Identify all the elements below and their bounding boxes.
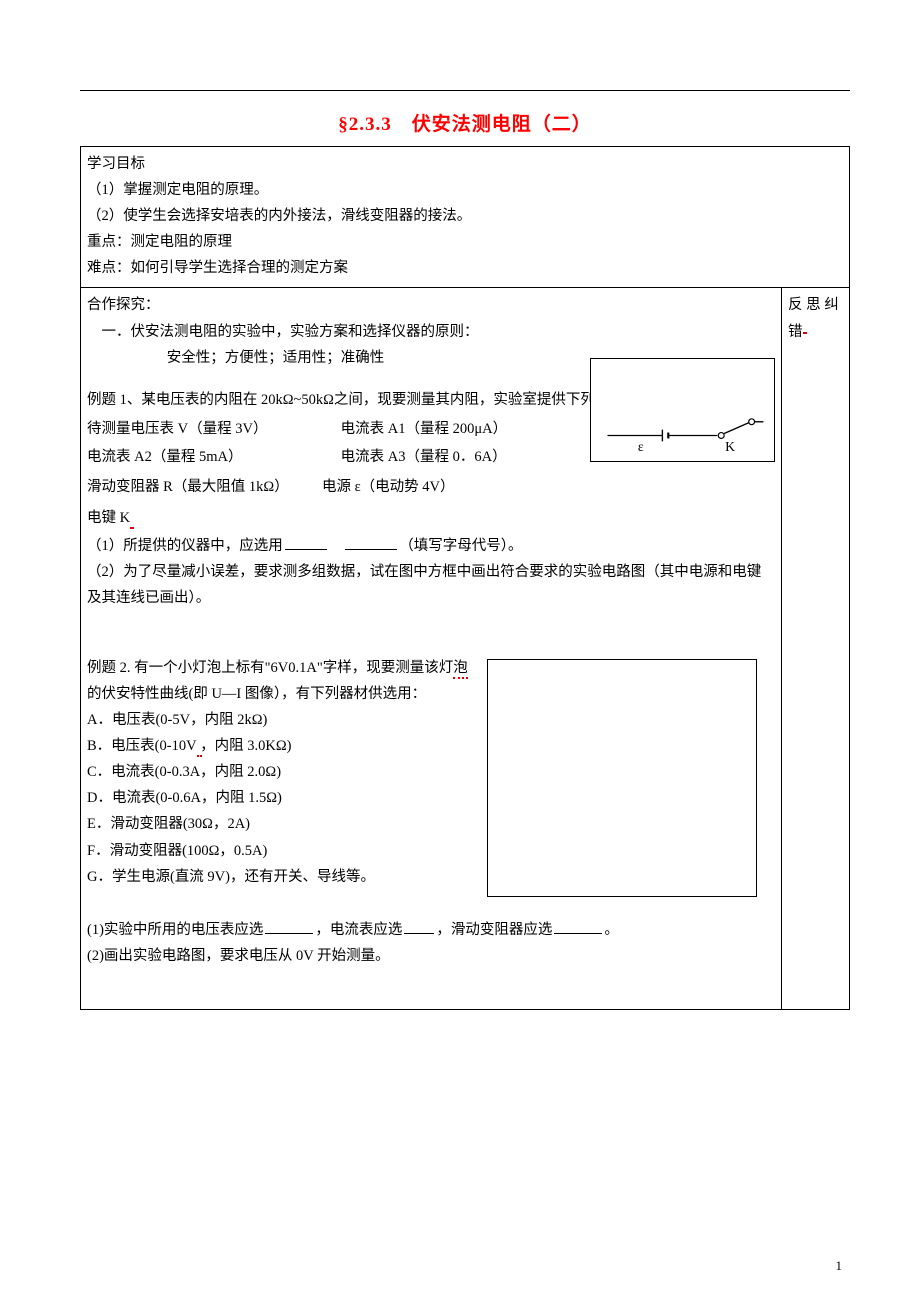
eps-label: ε [638, 440, 644, 455]
blank-5[interactable] [554, 919, 602, 934]
ex2-q1a: (1)实验中所用的电压表应选 [87, 922, 263, 938]
side-line2: 错 [788, 324, 803, 340]
side-cell: 反 思 纠 错 [782, 288, 850, 1010]
side-dot [803, 330, 807, 334]
ex1-row3: 滑动变阻器 R（最大阻值 1kΩ） 电源 ε（电动势 4V） [87, 472, 775, 504]
ex1-intro-c: 之间，现要测量其内阻，实验室提供下列可选 [334, 392, 624, 408]
ex2-q2: (2)画出实验电路图，要求电压从 0V 开始测量。 [87, 943, 775, 969]
ex2-q1b: ，电流表应选 [315, 922, 402, 938]
ex2-ia: 例题 2. 有一个小灯泡上标有"6V0.1A"字样，现要测量该灯 [87, 660, 453, 676]
empty-drawing-box [487, 659, 757, 897]
ex2-B2: ，内阻 3.0KΩ) [200, 738, 291, 754]
blank-4[interactable] [404, 919, 434, 934]
ex1-r3b: ） [274, 479, 289, 495]
blank-1[interactable] [285, 534, 327, 549]
ex2-q1c: ，滑动变阻器应选 [436, 922, 552, 938]
ex2-B1: B．电压表(0-10V [87, 738, 197, 754]
difficult: 难点：如何引导学生选择合理的测定方案 [87, 255, 843, 281]
circuit-diagram-box: ε K [590, 358, 775, 462]
ex1-r3c: 电源 ε（电动势 4V） [322, 479, 455, 495]
ex1-r2b: 电流表 A3（量程 0．6A） [341, 449, 507, 465]
ex1-intro-b: ~50k [294, 392, 324, 408]
goals-heading: 学习目标 [87, 151, 843, 177]
page-title: §2.3.3 伏安法测电阻（二） [80, 109, 850, 136]
ex1-r4: 电键 K [87, 510, 130, 526]
spacer-2 [87, 611, 775, 655]
dot-pao: 泡 [453, 660, 468, 679]
ex1-r1a: 待测量电压表 V（量程 3V） [87, 415, 337, 444]
ex2-q1: (1)实验中所用的电压表应选 ，电流表应选 ，滑动变阻器应选 。 [87, 917, 775, 943]
ex1-q1b: （填写字母代号）。 [399, 538, 522, 554]
ex1-row4: 电键 K [87, 504, 775, 533]
blank-2[interactable] [345, 534, 397, 549]
main-cell: 合作探究： 一．伏安法测电阻的实验中，实验方案和选择仪器的原则： 安全性；方便性… [81, 288, 782, 1010]
ex2-ib: 的伏安特性曲线(即 U—I 图像），有下列器材供选用： [87, 686, 426, 702]
spacer-4 [87, 969, 775, 1003]
goal-2: （2）使学生会选择安培表的内外接法，滑线变阻器的接法。 [87, 203, 843, 229]
side-line1: 反 思 纠 [788, 297, 839, 313]
sec1-line1: 一．伏安法测电阻的实验中，实验方案和选择仪器的原则： [87, 319, 775, 345]
goal-1: （1）掌握测定电阻的原理。 [87, 177, 843, 203]
ex1-q1: （1）所提供的仪器中，应选用 （填写字母代号）。 [87, 533, 775, 559]
ex1-r2a: 电流表 A2（量程 5mA） [87, 444, 337, 472]
ex2-block: 例题 2. 有一个小灯泡上标有"6V0.1A"字样，现要测量该灯泡的伏安特性曲线… [87, 655, 775, 897]
circuit-svg: ε K [591, 359, 774, 461]
ohm-2: Ω [323, 392, 334, 408]
dot-k [130, 510, 134, 529]
ohm-1: Ω [283, 392, 294, 408]
goals-cell: 学习目标 （1）掌握测定电阻的原理。 （2）使学生会选择安培表的内外接法，滑线变… [81, 147, 850, 288]
ex1-r1b: 电流表 A1（量程 200μA） [341, 421, 507, 437]
blank-3[interactable] [265, 919, 313, 934]
ex1-intro-a: 例题 1、某电压表的内阻在 20k [87, 392, 283, 408]
page-number: 1 [836, 1258, 843, 1274]
spacer-3 [87, 897, 775, 917]
top-rule [80, 90, 850, 91]
ex2-q1d: 。 [604, 922, 619, 938]
sec1-line1-text: 一．伏安法测电阻的实验中，实验方案和选择仪器的原则： [102, 324, 479, 340]
ex1-r3a: 滑动变阻器 R（最大阻值 1k [87, 479, 263, 495]
k-label: K [725, 440, 735, 455]
ohm-3: Ω [263, 479, 274, 495]
keypoint: 重点：测定电阻的原理 [87, 229, 843, 255]
ex1-q1a: （1）所提供的仪器中，应选用 [87, 538, 283, 554]
content-table: 学习目标 （1）掌握测定电阻的原理。 （2）使学生会选择安培表的内外接法，滑线变… [80, 146, 850, 1010]
ex1-q2: （2）为了尽量减小误差，要求测多组数据，试在图中方框中画出符合要求的实验电路图（… [87, 559, 775, 611]
coop-heading: 合作探究： [87, 292, 775, 318]
